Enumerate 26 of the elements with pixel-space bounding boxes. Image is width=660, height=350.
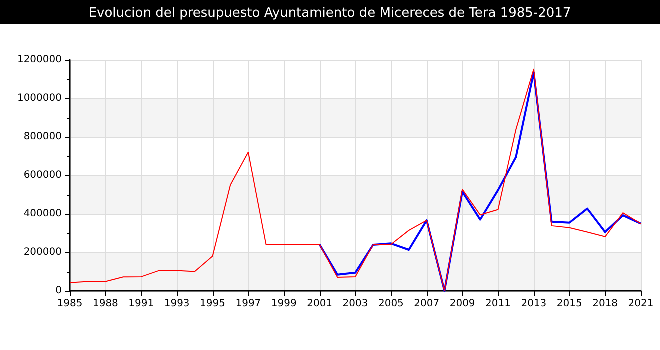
- chart-title: Evolucion del presupuesto Ayuntamiento de Micereces de Tera 1985-2017: [88, 6, 572, 21]
- x-tick-label: 2009: [450, 298, 476, 310]
- x-tick-label: 1997: [236, 298, 262, 310]
- x-tick-label: 1993: [164, 298, 190, 310]
- y-tick-label: 600000: [24, 170, 62, 181]
- y-tick-label: 0: [56, 286, 62, 296]
- x-tick-label: 2011: [486, 298, 511, 310]
- y-tick-label: 200000: [24, 247, 62, 258]
- y-tick-label: 400000: [24, 208, 62, 220]
- x-tick-label: 1999: [271, 298, 297, 310]
- x-tick-label: 1988: [92, 298, 118, 310]
- line-series: [318, 72, 642, 292]
- x-tick-label: 2021: [628, 298, 654, 310]
- x-tick-label: 1995: [200, 298, 226, 310]
- x-tick-label: 2001: [307, 298, 333, 310]
- x-tick-label: 2015: [556, 298, 582, 310]
- x-tick-label: 2003: [342, 298, 368, 310]
- x-tick-label: 2007: [414, 298, 440, 310]
- x-tick-label: 1985: [57, 298, 83, 310]
- y-tick-label: 800000: [24, 132, 62, 142]
- x-tick-label: 2005: [378, 298, 404, 310]
- y-tick-label: 1000000: [17, 93, 62, 104]
- x-tick-label: 1991: [128, 298, 154, 310]
- x-tick-label: 2013: [521, 298, 547, 310]
- x-tick-label: 2018: [592, 298, 618, 310]
- y-tick-label: 1200000: [17, 54, 62, 66]
